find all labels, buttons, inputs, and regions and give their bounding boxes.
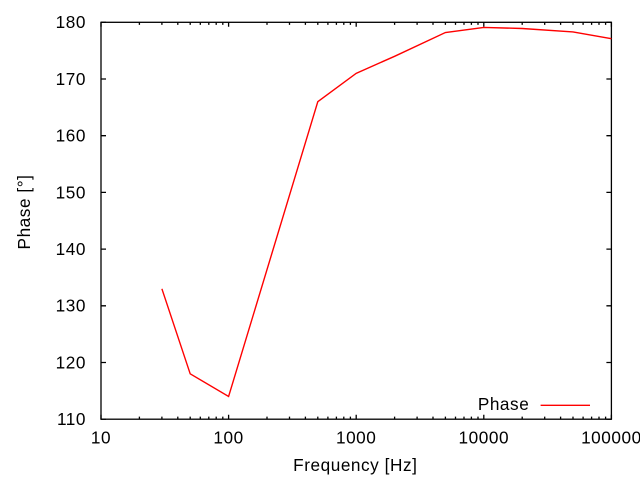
svg-text:130: 130 [56,296,86,316]
svg-text:Frequency [Hz]: Frequency [Hz] [293,455,417,475]
svg-text:10: 10 [91,428,111,448]
svg-text:100: 100 [213,428,243,448]
svg-text:Phase [°]: Phase [°] [14,175,34,250]
svg-text:Phase: Phase [478,394,529,414]
svg-text:10000: 10000 [459,428,510,448]
svg-text:140: 140 [56,239,86,259]
svg-text:100000: 100000 [581,428,640,448]
svg-text:1000: 1000 [336,428,376,448]
svg-text:120: 120 [56,352,86,372]
svg-text:170: 170 [56,69,86,89]
svg-text:150: 150 [56,182,86,202]
svg-text:110: 110 [57,409,86,429]
svg-text:160: 160 [56,126,86,146]
svg-text:180: 180 [56,12,86,32]
